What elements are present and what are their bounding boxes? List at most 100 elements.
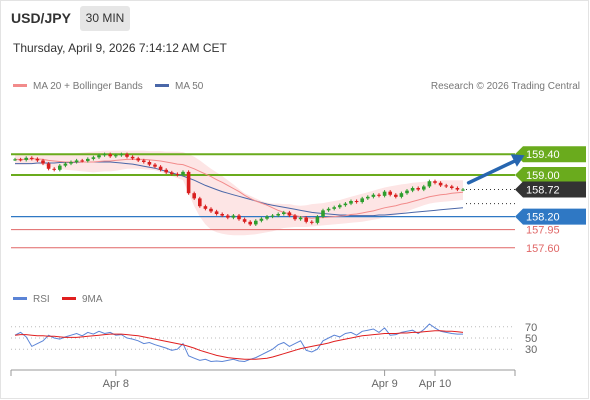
legend-label-ma50: MA 50 bbox=[175, 81, 204, 92]
candle-body bbox=[108, 154, 112, 157]
candle-body bbox=[276, 214, 280, 216]
candle-body bbox=[170, 172, 174, 174]
last-price-label: 158.72 bbox=[526, 185, 560, 197]
candle-body bbox=[242, 219, 247, 222]
legend-swatch-rsi bbox=[13, 297, 27, 300]
candle-body bbox=[41, 160, 45, 164]
legend-swatch-ma20 bbox=[13, 84, 27, 87]
legend-label-rsi: RSI bbox=[33, 294, 50, 305]
candle-body bbox=[343, 203, 348, 206]
candle-body bbox=[164, 169, 168, 173]
candle-body bbox=[338, 205, 342, 208]
candle-body bbox=[310, 221, 314, 223]
candle-body bbox=[114, 155, 118, 157]
legend-swatch-ma50 bbox=[155, 84, 169, 87]
candle-body bbox=[153, 164, 157, 167]
ma20-line bbox=[15, 158, 464, 219]
candle-body bbox=[125, 154, 129, 157]
forecast-arrow-shaft bbox=[466, 156, 523, 185]
level-label-resistance: 159.40 bbox=[526, 149, 560, 161]
candle-body bbox=[248, 221, 252, 225]
candle-body bbox=[455, 188, 460, 190]
level-tag-resistance bbox=[515, 146, 586, 163]
candle-body bbox=[371, 194, 376, 197]
candle-body bbox=[142, 160, 146, 162]
rsi-tick-label: 30 bbox=[525, 344, 537, 356]
candle-body bbox=[24, 157, 28, 160]
candle-body bbox=[119, 154, 124, 156]
forecast-arrow-head bbox=[510, 154, 525, 167]
candle-body bbox=[46, 163, 51, 169]
candle-body bbox=[86, 158, 90, 161]
time-axis-label: Apr 10 bbox=[419, 378, 451, 390]
candle-body bbox=[326, 208, 331, 211]
candle-body bbox=[394, 194, 398, 197]
candle-body bbox=[158, 166, 163, 170]
timeframe-button[interactable]: 30 MIN bbox=[80, 6, 130, 31]
candle-body bbox=[422, 186, 426, 190]
candle-body bbox=[13, 159, 17, 161]
candle-body bbox=[405, 190, 409, 194]
time-axis: Apr 8 Apr 9 Apr 10 bbox=[10, 369, 516, 390]
candle-body bbox=[377, 194, 381, 196]
candle-body bbox=[175, 173, 180, 175]
legend-label-ma20: MA 20 + Bollinger Bands bbox=[33, 81, 143, 92]
datetime-label: Thursday, April 9, 2026 7:14:12 AM CET bbox=[13, 41, 227, 55]
candle-body bbox=[35, 158, 40, 161]
candle-body bbox=[304, 217, 308, 222]
candle-body bbox=[298, 217, 303, 220]
candle-body bbox=[30, 157, 34, 159]
candle-body bbox=[282, 212, 286, 214]
candle-body bbox=[18, 159, 23, 161]
candle-body bbox=[265, 216, 269, 219]
symbol-label: USD/JPY bbox=[11, 10, 71, 26]
candle-body bbox=[382, 191, 387, 196]
candle-body bbox=[270, 215, 275, 217]
time-axis-label: Apr 9 bbox=[371, 378, 397, 390]
candle-body bbox=[147, 162, 152, 165]
level-label-support: 157.60 bbox=[526, 243, 560, 255]
candle-body bbox=[399, 193, 404, 197]
candle-body bbox=[287, 212, 292, 216]
candle-body bbox=[58, 165, 62, 170]
candle-body bbox=[203, 206, 208, 209]
candle-body bbox=[444, 185, 448, 187]
candle-body bbox=[427, 181, 432, 187]
candle-body bbox=[130, 156, 135, 159]
last-price-tag bbox=[515, 181, 586, 198]
candle-body bbox=[293, 215, 297, 220]
rsi-series-line-0 bbox=[14, 323, 463, 363]
rsi-series-line-1 bbox=[14, 330, 464, 360]
candle-body bbox=[315, 216, 320, 223]
candle-body bbox=[450, 186, 454, 188]
candle-body bbox=[52, 168, 56, 170]
candle-body bbox=[97, 155, 101, 158]
candle-body bbox=[259, 218, 264, 221]
rsi-tick-label: 70 bbox=[525, 322, 537, 334]
level-tag-pivot bbox=[515, 208, 586, 225]
candle-body bbox=[136, 158, 140, 161]
legend-label-9ma: 9MA bbox=[82, 294, 103, 305]
candle-body bbox=[209, 208, 213, 212]
candle-body bbox=[349, 201, 353, 204]
candle-body bbox=[360, 198, 364, 203]
candle-body bbox=[438, 182, 443, 186]
candle-body bbox=[354, 201, 359, 203]
candle-body bbox=[181, 171, 185, 175]
rsi-tick-label: 50 bbox=[525, 333, 537, 345]
candle-body bbox=[102, 154, 107, 156]
candle-body bbox=[461, 189, 465, 191]
candle-body bbox=[231, 215, 236, 218]
candle-body bbox=[416, 188, 420, 190]
candle-body bbox=[198, 198, 202, 207]
bollinger-band bbox=[15, 150, 463, 236]
candle-body bbox=[332, 207, 336, 209]
candle-body bbox=[254, 220, 258, 225]
candle-body bbox=[321, 210, 325, 217]
candle-body bbox=[63, 163, 68, 166]
candle-body bbox=[214, 211, 219, 214]
candle-body bbox=[388, 191, 392, 195]
candle-body bbox=[220, 214, 224, 216]
candle-body bbox=[91, 157, 96, 159]
level-label-resistance: 159.00 bbox=[526, 170, 560, 182]
